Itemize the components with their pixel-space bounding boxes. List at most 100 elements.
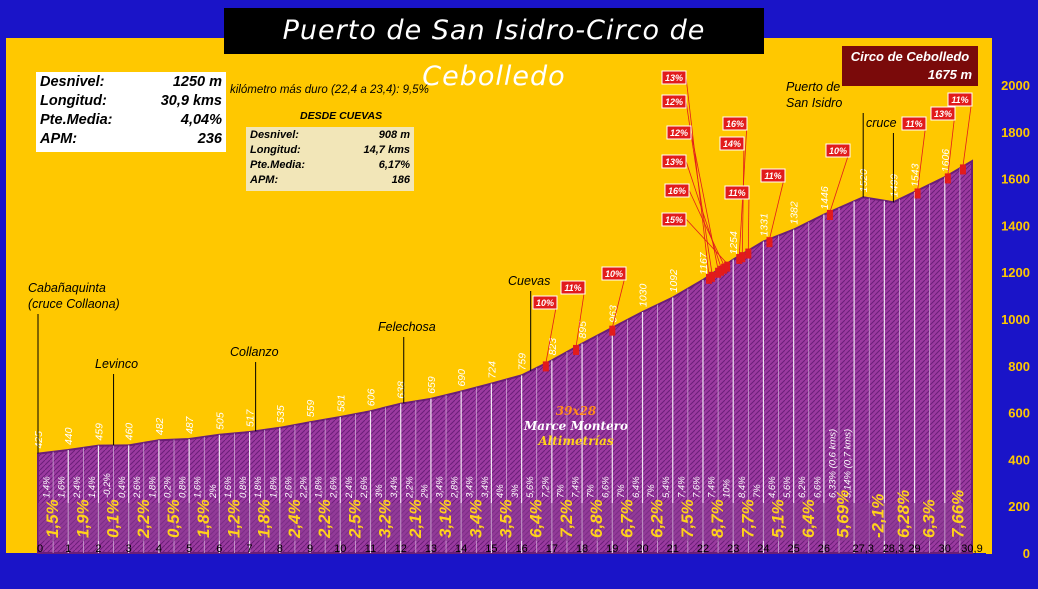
gradient-tag-label: 10% <box>605 269 623 279</box>
altitude-label: 1520 <box>858 169 870 193</box>
stat-row-longitud: Longitud: 14,7 kms <box>246 142 414 157</box>
y-tick-label: 2000 <box>1001 78 1030 93</box>
altitude-label: 581 <box>335 395 347 413</box>
segment-gradient: 5,1% <box>769 499 788 538</box>
altitude-label: 759 <box>517 353 529 371</box>
place-label-line: Puerto de <box>786 80 840 94</box>
gradient-tag-label: 16% <box>726 119 744 129</box>
stat-value: 6,17% <box>378 158 410 171</box>
gradient-tag-label: 11% <box>905 119 922 129</box>
gradient-tag <box>664 183 690 198</box>
segment-gradient: -2,1% <box>868 494 887 538</box>
tag-leader <box>688 189 725 266</box>
altitude-label: 535 <box>275 405 287 423</box>
gradient-tag <box>661 70 687 85</box>
gradient-tag-label: 12% <box>665 97 683 107</box>
gradient-tag <box>722 116 748 131</box>
altitude-label: 724 <box>486 361 498 379</box>
place-label-line: Cabañaquinta <box>28 281 106 295</box>
stat-label: Pte.Media: <box>250 158 306 171</box>
half-km-gradient: 0,8% <box>238 476 249 498</box>
stat-label: Desnivel: <box>40 73 105 90</box>
tag-leader <box>545 301 558 364</box>
altitude-label: 963 <box>607 305 619 323</box>
summit-label: Circo de Cebolledo 1675 m <box>842 46 978 86</box>
place-label: Puerto de San Isidro <box>786 80 842 110</box>
gradient-tag-label: 16% <box>668 186 686 196</box>
segment-gradient: 1,9% <box>73 499 92 538</box>
y-tick-label: 200 <box>1008 499 1030 514</box>
altitude-label: 638 <box>396 381 408 399</box>
half-km-gradient: 5,14% (0,7 kms) <box>843 429 854 498</box>
gradient-tag <box>724 185 750 200</box>
gradient-tag <box>825 143 851 158</box>
stat-value: 186 <box>391 173 410 186</box>
half-km-gradient: 1,4% <box>87 476 98 498</box>
half-km-gradient: 7,4% <box>707 476 718 498</box>
segment-gradient: 6,3% <box>920 499 939 538</box>
half-km-gradient: 7,6% <box>691 476 702 498</box>
y-tick-label: 1000 <box>1001 312 1030 327</box>
y-tick-label: 1600 <box>1001 172 1030 187</box>
tag-leader <box>962 98 973 167</box>
x-tick-label: 12 <box>395 543 407 555</box>
tag-leader <box>829 149 851 213</box>
segment-gradient: 2,5% <box>345 499 364 539</box>
segment-gradient: 1,2% <box>224 499 243 538</box>
place-label-line: (cruce Collaona) <box>28 297 120 311</box>
half-km-gradient: 2% <box>419 484 430 499</box>
steep-marker <box>739 252 746 263</box>
half-km-gradient: 7% <box>646 484 657 498</box>
x-tick-label: 6 <box>216 543 222 555</box>
stat-row-longitud: Longitud: 30,9 kms <box>36 91 226 110</box>
gradient-tag-label: 14% <box>723 139 741 149</box>
x-tick-label: 24 <box>757 543 769 555</box>
place-label-line: Levinco <box>95 357 138 371</box>
y-tick-label: 600 <box>1008 406 1030 421</box>
gradient-tag <box>661 212 687 227</box>
altitude-label: 1331 <box>758 213 770 236</box>
gradient-tag <box>666 125 692 140</box>
altitude-label: 487 <box>184 415 196 434</box>
altitude-label: 517 <box>245 408 257 427</box>
stat-value: 908 m <box>378 128 410 141</box>
x-tick-label: 2 <box>95 543 101 555</box>
altitude-label: 1092 <box>668 269 680 293</box>
tag-leader <box>947 112 956 176</box>
steep-marker <box>745 248 752 259</box>
altitude-label: 559 <box>305 400 317 418</box>
segment-gradient: 2,4% <box>285 499 304 539</box>
stat-label: APM: <box>40 130 78 147</box>
half-km-gradient: 2% <box>208 484 219 499</box>
segment-gradient: 6,7% <box>617 499 636 538</box>
altitude-label: 459 <box>93 423 105 441</box>
x-tick-label: 27,3 <box>852 543 873 555</box>
place-label-line: Collanzo <box>230 345 279 359</box>
place-label: Levinco <box>95 357 138 371</box>
altitude-label: 505 <box>214 412 226 430</box>
segment-gradient: 6,4% <box>527 499 546 538</box>
altitude-label: 895 <box>577 321 589 339</box>
x-tick-label: 22 <box>697 543 709 555</box>
x-tick-label: 26 <box>818 543 830 555</box>
segment-gradient: 3,4% <box>466 499 485 538</box>
altitude-label: 659 <box>426 376 438 394</box>
gradient-tag-label: 11% <box>728 188 745 198</box>
gradient-tag-label: 10% <box>536 298 554 308</box>
segment-gradient: 1,8% <box>194 499 213 538</box>
x-tick-label: 20 <box>636 543 648 555</box>
y-tick-label: 1800 <box>1001 125 1030 140</box>
steep-marker <box>573 344 580 355</box>
gradient-tag <box>532 295 558 310</box>
place-label-line: cruce <box>866 116 897 130</box>
segment-gradient: 3,5% <box>497 499 516 538</box>
x-tick-label: 28,3 <box>883 543 904 555</box>
x-tick-label: 9 <box>307 543 313 555</box>
gradient-tag <box>661 154 687 169</box>
altitude-label: 1382 <box>789 201 801 225</box>
credit-project: Altimetrías <box>538 434 614 448</box>
altitude-label: 1499 <box>888 174 900 198</box>
gradient-tag-label: 13% <box>665 73 683 83</box>
y-tick-label: 800 <box>1008 359 1030 374</box>
stat-value: 14,7 kms <box>363 143 410 156</box>
